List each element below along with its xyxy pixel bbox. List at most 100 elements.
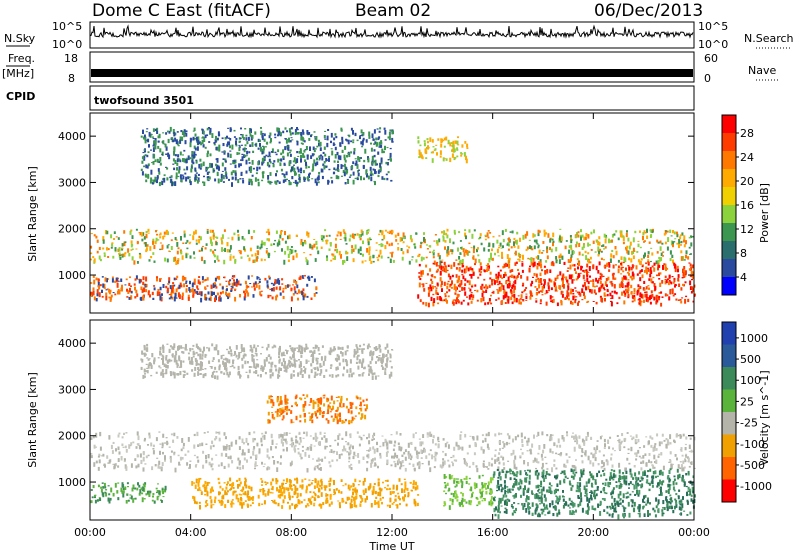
- scatter-cell: [382, 481, 384, 484]
- scatter-cell: [226, 490, 229, 493]
- scatter-cell: [345, 431, 348, 437]
- scatter-cell: [237, 483, 239, 489]
- scatter-cell: [282, 156, 285, 160]
- scatter-cell: [129, 287, 131, 293]
- scatter-cell: [506, 254, 509, 260]
- scatter-cell: [302, 138, 305, 142]
- scatter-cell: [291, 176, 294, 180]
- scatter-cell: [460, 247, 462, 249]
- scatter-cell: [275, 173, 277, 177]
- scatter-cell: [207, 150, 209, 154]
- scatter-cell: [147, 228, 150, 232]
- scatter-cell: [216, 255, 219, 260]
- scatter-cell: [140, 487, 143, 490]
- scatter-cell: [186, 166, 189, 171]
- scatter-cell: [106, 278, 108, 283]
- scatter-cell: [266, 467, 269, 471]
- scatter-cell: [324, 445, 327, 450]
- scatter-cell: [611, 283, 614, 287]
- scatter-cell: [164, 459, 166, 462]
- colorbar-swatch: [722, 133, 736, 152]
- scatter-cell: [457, 278, 460, 283]
- scatter-cell: [118, 432, 121, 435]
- scatter-cell: [458, 502, 461, 506]
- scatter-cell: [377, 137, 380, 141]
- scatter-cell: [294, 444, 297, 447]
- scatter-cell: [597, 463, 600, 466]
- scatter-cell: [658, 292, 661, 294]
- scatter-cell: [643, 288, 646, 291]
- scatter-cell: [225, 444, 228, 447]
- scatter-cell: [284, 285, 287, 290]
- scatter-cell: [649, 435, 652, 439]
- scatter-cell: [629, 493, 632, 496]
- scatter-cell: [432, 262, 435, 265]
- scatter-cell: [563, 261, 566, 265]
- scatter-cell: [149, 246, 152, 251]
- scatter-cell: [592, 301, 595, 302]
- scatter-cell: [120, 456, 123, 461]
- scatter-cell: [651, 265, 654, 268]
- scatter-cell: [567, 297, 570, 301]
- scatter-cell: [264, 277, 267, 281]
- scatter-cell: [366, 454, 369, 458]
- scatter-cell: [409, 482, 412, 484]
- scatter-cell: [244, 491, 247, 496]
- scatter-cell: [461, 481, 464, 486]
- scatter-cell: [430, 286, 433, 292]
- scatter-cell: [286, 152, 289, 157]
- scatter-cell: [235, 140, 237, 145]
- scatter-cell: [311, 169, 314, 172]
- scatter-cell: [322, 502, 325, 506]
- scatter-cell: [297, 132, 299, 135]
- scatter-cell: [499, 274, 502, 278]
- scatter-cell: [220, 452, 223, 457]
- scatter-cell: [484, 483, 487, 485]
- scatter-cell: [429, 467, 432, 473]
- scatter-cell: [222, 175, 225, 180]
- scatter-cell: [202, 484, 205, 488]
- scatter-cell: [657, 267, 659, 271]
- scatter-cell: [171, 181, 174, 187]
- scatter-cell: [429, 268, 432, 272]
- scatter-cell: [372, 434, 374, 438]
- scatter-cell: [472, 272, 475, 276]
- scatter-cell: [438, 255, 441, 260]
- scatter-cell: [648, 295, 651, 301]
- scatter-cell: [503, 263, 506, 268]
- scatter-cell: [181, 438, 184, 443]
- scatter-cell: [262, 174, 265, 179]
- scatter-cell: [592, 462, 595, 467]
- scatter-cell: [455, 286, 458, 288]
- scatter-cell: [631, 250, 633, 255]
- scatter-cell: [273, 460, 276, 465]
- scatter-cell: [239, 250, 242, 255]
- scatter-cell: [531, 280, 534, 284]
- scatter-cell: [435, 452, 438, 455]
- scatter-cell: [400, 483, 403, 486]
- scatter-cell: [131, 256, 134, 261]
- scatter-cell: [312, 153, 315, 156]
- scatter-cell: [468, 483, 471, 485]
- scatter-cell: [183, 158, 186, 163]
- scatter-cell: [275, 230, 278, 234]
- scatter-cell: [140, 286, 143, 291]
- scatter-cell: [568, 480, 571, 485]
- scatter-cell: [305, 448, 308, 451]
- scatter-cell: [584, 489, 587, 495]
- scatter-cell: [479, 273, 482, 276]
- scatter-cell: [354, 233, 357, 236]
- scatter-cell: [297, 155, 300, 157]
- scatter-cell: [107, 462, 110, 464]
- scatter-cell: [471, 493, 474, 497]
- scatter-cell: [675, 433, 678, 438]
- scatter-cell: [218, 166, 220, 171]
- scatter-cell: [420, 256, 423, 262]
- cpid-panel-frame: [89, 85, 695, 111]
- scatter-cell: [124, 241, 127, 244]
- scatter-cell: [402, 241, 405, 244]
- scatter-cell: [152, 297, 155, 300]
- scatter-cell: [554, 289, 557, 292]
- scatter-cell: [234, 177, 237, 181]
- scatter-cell: [437, 252, 440, 257]
